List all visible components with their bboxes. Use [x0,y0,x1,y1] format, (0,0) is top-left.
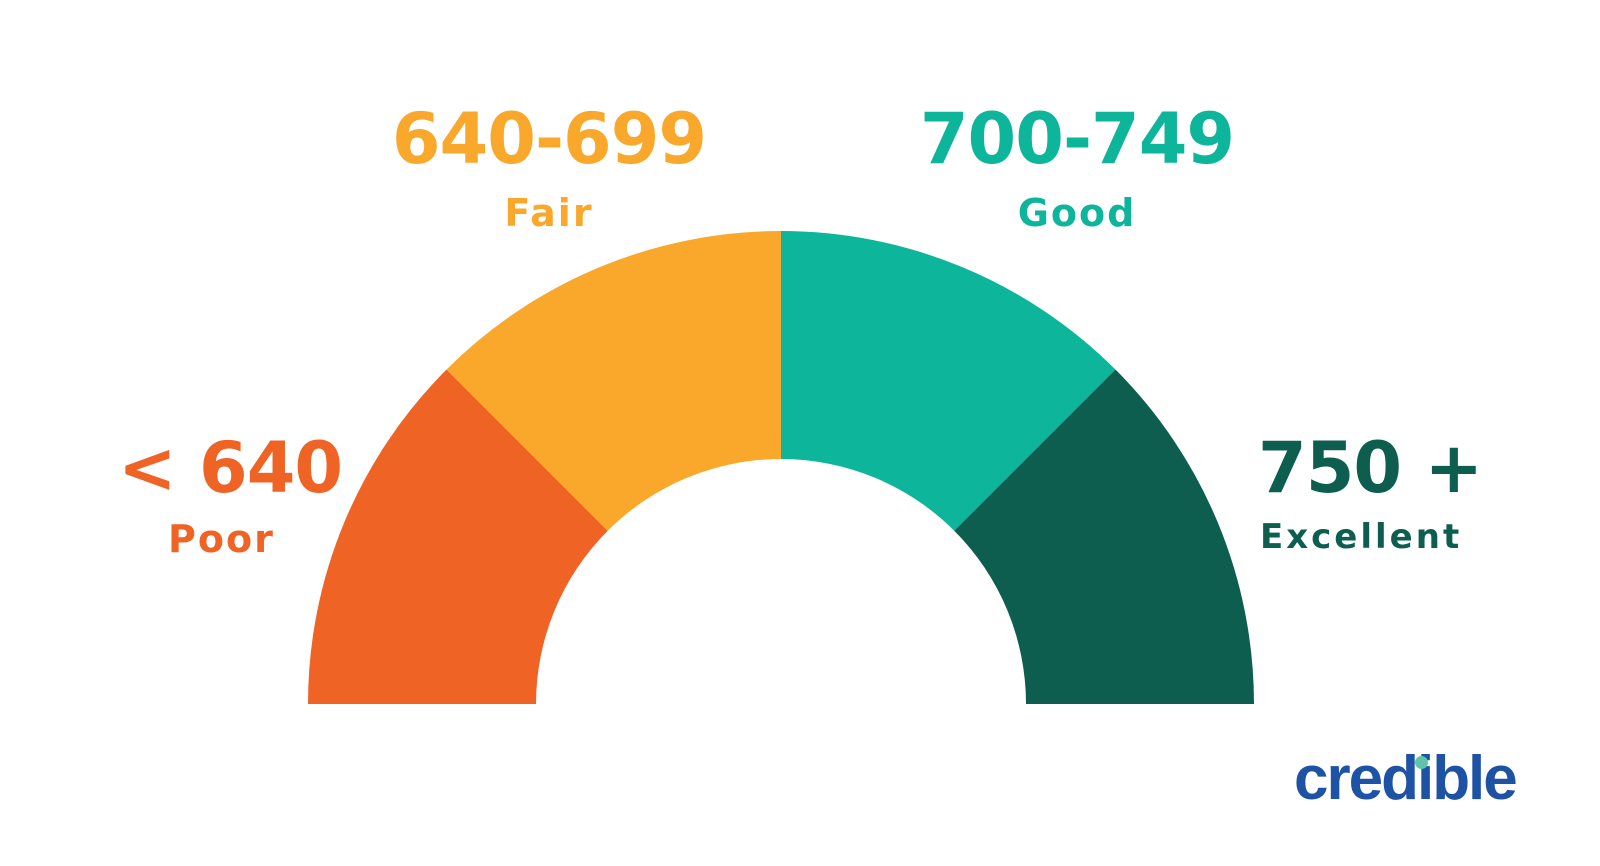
credible-logo: credible [1294,748,1518,810]
fair-label: Fair [504,191,594,235]
excellent-range: 750 + [1258,427,1483,509]
gauge-segment-excellent [954,369,1254,704]
gauge-segment-fair [446,231,781,531]
fair-range: 640-699 [391,98,707,180]
logo-dot [1415,756,1428,769]
gauge-segment-good [781,231,1116,531]
excellent-label: Excellent [1260,517,1463,557]
poor-label: Poor [168,517,275,561]
gauge-segment-poor [308,369,608,704]
logo-text: credible [1294,744,1518,813]
good-label: Good [1017,191,1137,235]
poor-range: < 640 [118,427,343,509]
good-range: 700-749 [919,98,1235,180]
